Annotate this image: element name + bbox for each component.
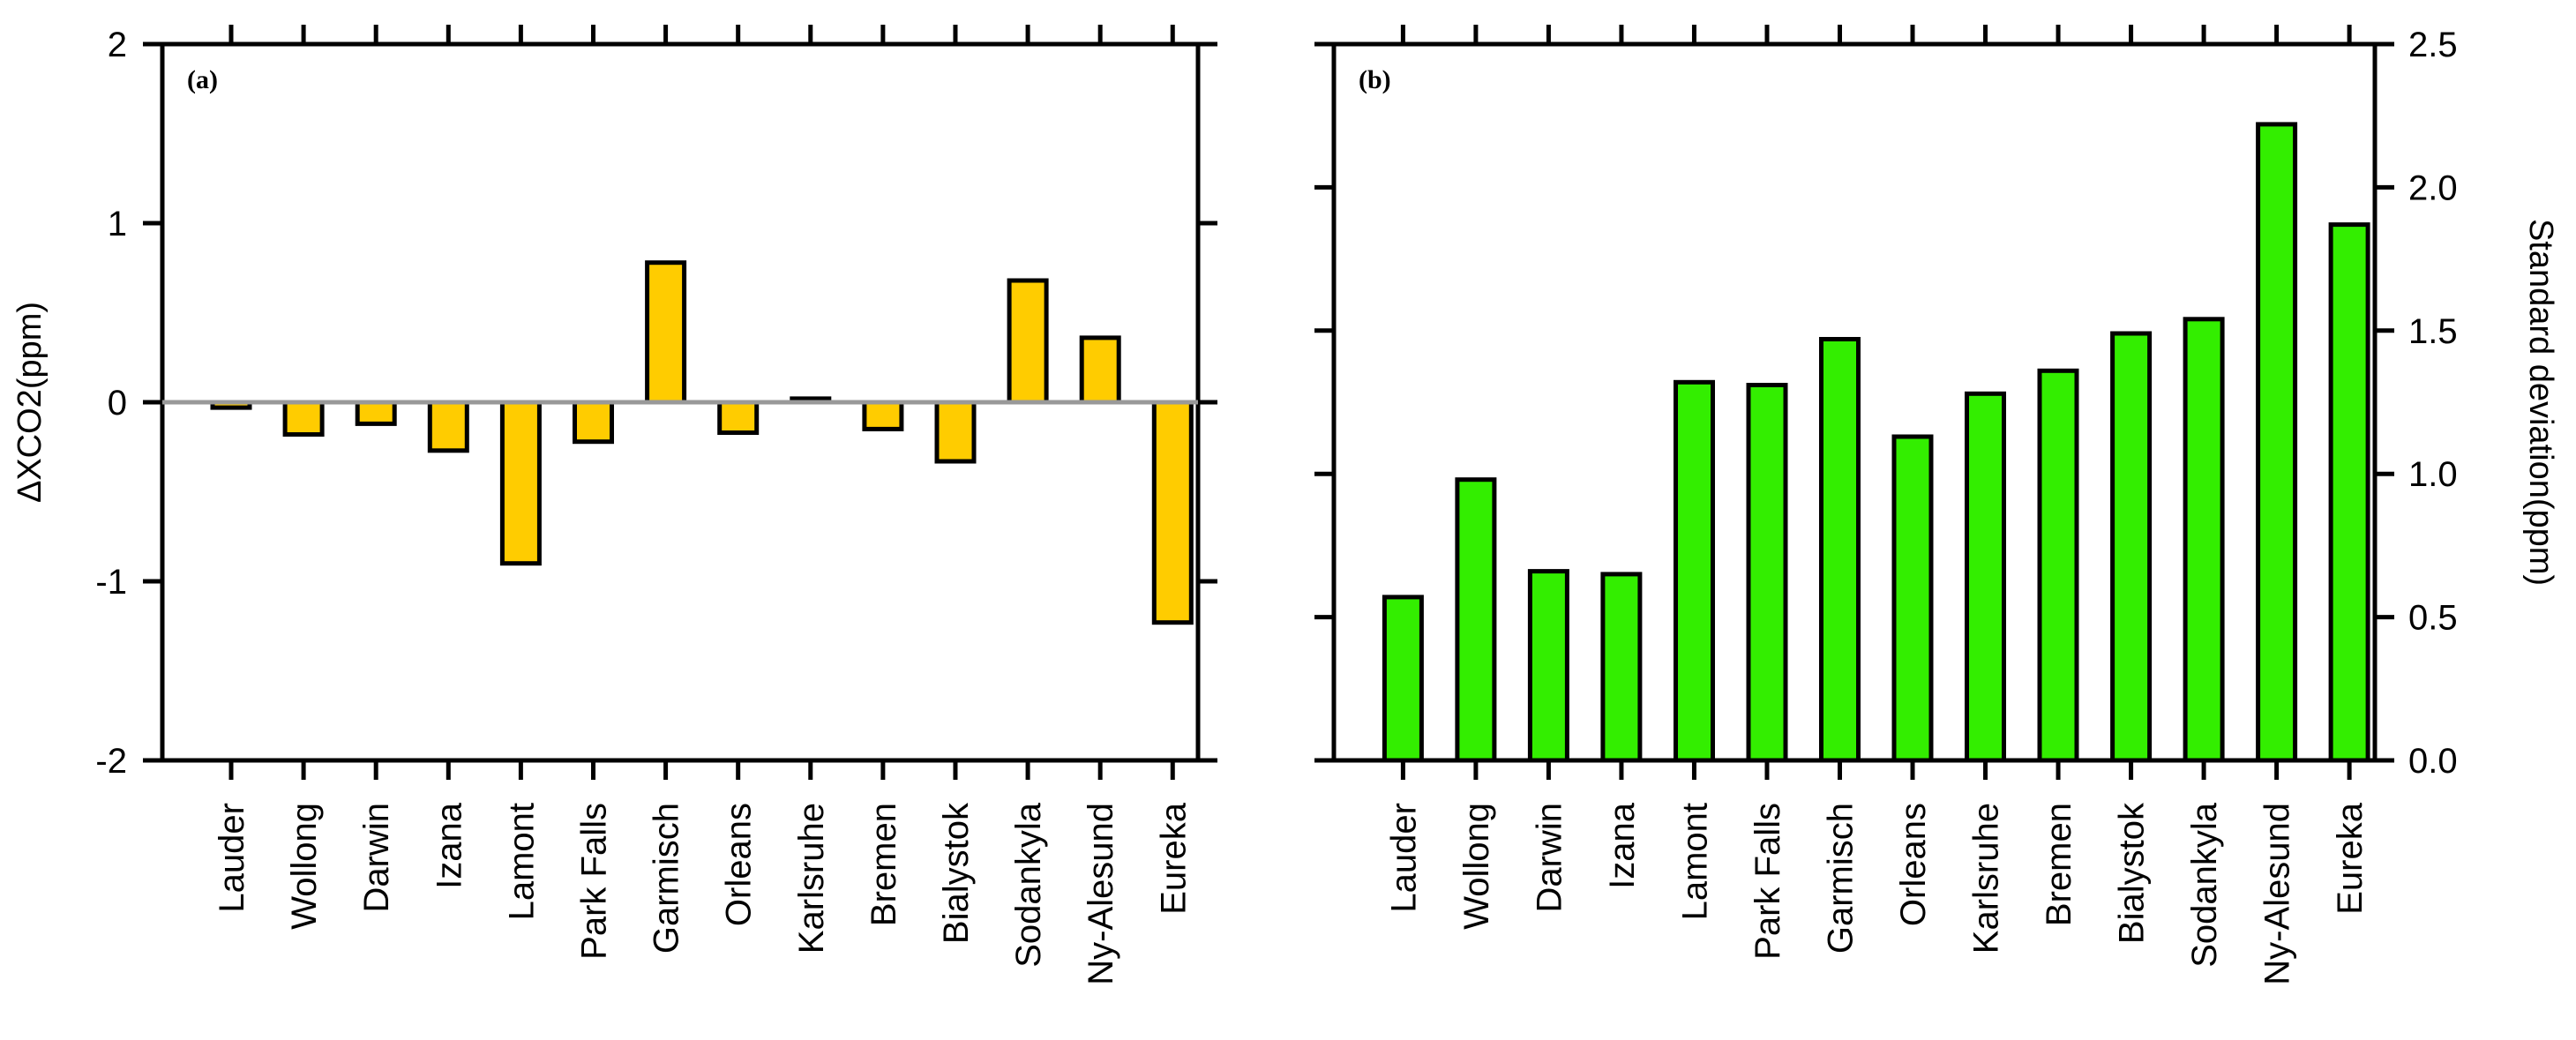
panel-a-bar-sodankyla bbox=[1007, 278, 1049, 405]
panel-a-y-tick-label: 2 bbox=[108, 26, 127, 64]
panel-a-category-label: Wollong bbox=[285, 803, 324, 930]
panel-a-bar-bremen bbox=[862, 400, 904, 431]
panel-b-category-label: Wollong bbox=[1457, 803, 1496, 930]
panel-b-y-tick-label: 2.5 bbox=[2408, 26, 2458, 64]
panel-a-category-label: Park Falls bbox=[575, 803, 614, 960]
panel-b-bar-orleans bbox=[1891, 434, 1934, 763]
panel-b-label: (b) bbox=[1359, 65, 1391, 94]
panel-a-y-tick-label: -2 bbox=[95, 742, 127, 781]
panel-b-category-label: Karlsruhe bbox=[1967, 803, 2006, 954]
panel-b-category-label: Lauder bbox=[1384, 803, 1423, 913]
panel-b-bar-ny-alesund bbox=[2256, 122, 2298, 763]
panel-b-y-tick-label: 1.0 bbox=[2408, 455, 2458, 494]
panel-a-bar-lamont bbox=[499, 400, 542, 566]
panel-b-category-label: Eureka bbox=[2331, 802, 2370, 914]
panel-b-bar-wollong bbox=[1455, 477, 1497, 763]
panel-b-category-label: Ny-Alesund bbox=[2258, 803, 2297, 985]
panel-b-category-label: Darwin bbox=[1530, 803, 1569, 912]
panel-a-bar-wollong bbox=[282, 400, 325, 437]
panel-b-bar-bialystok bbox=[2110, 331, 2153, 763]
panel-a-category-label: Ny-Alesund bbox=[1082, 803, 1120, 985]
panel-b-category-label: Izana bbox=[1603, 802, 1642, 889]
panel-a-bar-izana bbox=[427, 400, 469, 453]
panel-a-category-label: Bialystok bbox=[937, 802, 976, 944]
panel-b-bar-eureka bbox=[2328, 222, 2370, 763]
panel-a-category-label: Orleans bbox=[720, 803, 759, 926]
panel-b-bar-karlsruhe bbox=[1965, 391, 2006, 763]
panel-b-category-label: Sodankyla bbox=[2185, 802, 2224, 968]
panel-a-category-label: Lauder bbox=[213, 803, 251, 913]
panel-a-bar-bialystok bbox=[934, 400, 977, 464]
panel-b-bar-izana bbox=[1600, 572, 1643, 763]
panel-b-category-label: Garmisch bbox=[1822, 803, 1861, 954]
panel-a-y-axis-title: ΔXCO2(ppm) bbox=[11, 302, 49, 503]
panel-a-bar-eureka bbox=[1151, 400, 1194, 625]
panel-b-category-label: Lamont bbox=[1676, 803, 1715, 920]
panel-b-category-label: Orleans bbox=[1894, 803, 1933, 926]
panel-a-bar-orleans bbox=[717, 400, 760, 435]
panel-b-y-tick-label: 0.5 bbox=[2408, 599, 2458, 638]
panel-a-y-tick-label: -1 bbox=[95, 563, 127, 602]
panel-a-y-tick-label: 0 bbox=[108, 384, 127, 423]
panel-a-bar-park-falls bbox=[573, 400, 614, 445]
panel-a-y-tick-label: 1 bbox=[108, 205, 127, 243]
panel-a-category-label: Izana bbox=[430, 802, 468, 889]
panel-b-bar-park-falls bbox=[1746, 383, 1788, 763]
panel-b-bar-garmisch bbox=[1819, 337, 1861, 763]
panel-b-category-label: Park Falls bbox=[1749, 803, 1787, 960]
panel-a-bar-ny-alesund bbox=[1079, 335, 1121, 405]
panel-b-y-tick-label: 2.0 bbox=[2408, 168, 2458, 207]
panel-a-bar-darwin bbox=[355, 400, 397, 426]
panel-b-y-tick-label: 0.0 bbox=[2408, 742, 2458, 781]
panel-a-category-label: Bremen bbox=[865, 803, 903, 926]
panel-a-category-label: Karlsruhe bbox=[792, 803, 831, 954]
panel-a-chart: Lauder Wollong Darwin Izana Lamont Park Falls… bbox=[11, 25, 1217, 985]
panel-a-category-label: Sodankyla bbox=[1009, 802, 1048, 968]
panel-b-chart: Lauder Wollong Darwin Izana Lamont Park Falls… bbox=[1314, 25, 2559, 985]
panel-b-bar-bremen bbox=[2037, 368, 2079, 763]
panel-a-category-label: Lamont bbox=[502, 803, 541, 920]
panel-a-category-label: Darwin bbox=[357, 803, 396, 912]
panel-a-label: (a) bbox=[187, 65, 218, 94]
panel-b-bar-lamont bbox=[1674, 379, 1715, 763]
panel-b-bar-darwin bbox=[1527, 569, 1569, 763]
panel-b-category-label: Bialystok bbox=[2113, 802, 2152, 944]
panel-b-bar-sodankyla bbox=[2183, 317, 2225, 763]
panel-a-category-label: Eureka bbox=[1154, 802, 1193, 914]
panel-a-category-label: Garmisch bbox=[648, 803, 686, 954]
panel-b-y-axis-title: Standard deviation(ppm) bbox=[2522, 219, 2559, 586]
panel-b-category-label: Bremen bbox=[2040, 803, 2078, 926]
panel-b-bar-lauder bbox=[1382, 595, 1424, 763]
panel-a-bar-garmisch bbox=[645, 260, 687, 405]
panel-b-y-tick-label: 1.5 bbox=[2408, 312, 2458, 351]
